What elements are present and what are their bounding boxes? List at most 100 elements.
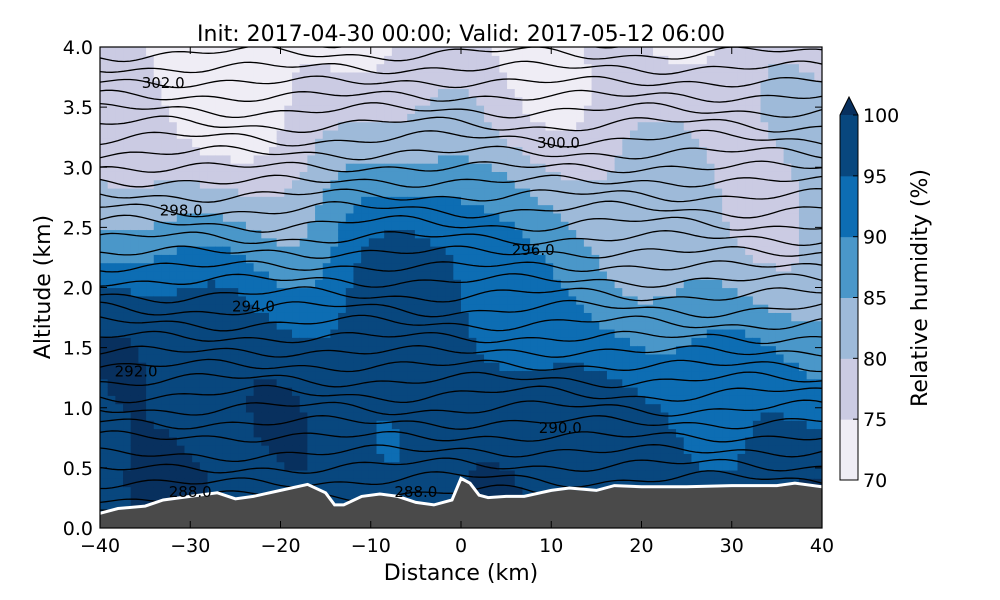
humidity-cell xyxy=(737,270,746,280)
humidity-cell xyxy=(361,362,370,372)
humidity-cell xyxy=(583,395,593,405)
humidity-cell xyxy=(307,171,316,181)
humidity-cell xyxy=(253,287,262,297)
humidity-cell xyxy=(222,362,232,372)
humidity-cell xyxy=(215,295,224,305)
humidity-cell xyxy=(222,453,232,463)
humidity-cell xyxy=(537,254,547,264)
humidity-cell xyxy=(399,478,408,488)
humidity-cell xyxy=(530,254,539,264)
humidity-cell xyxy=(576,403,585,413)
humidity-cell xyxy=(660,63,669,73)
humidity-cell xyxy=(468,420,477,430)
humidity-cell xyxy=(268,428,278,438)
humidity-cell xyxy=(138,295,147,305)
humidity-cell xyxy=(522,229,531,239)
humidity-cell xyxy=(614,196,623,206)
humidity-cell xyxy=(537,221,547,231)
humidity-cell xyxy=(537,279,547,289)
humidity-cell xyxy=(453,171,462,181)
humidity-cell xyxy=(215,270,224,280)
humidity-cell xyxy=(445,395,454,405)
humidity-cell xyxy=(537,55,547,65)
humidity-cell xyxy=(614,55,623,65)
humidity-cell xyxy=(560,146,570,156)
humidity-cell xyxy=(668,337,677,347)
humidity-cell xyxy=(146,237,155,247)
humidity-cell xyxy=(391,287,401,297)
humidity-cell xyxy=(199,370,209,380)
humidity-cell xyxy=(230,246,239,255)
humidity-cell xyxy=(245,353,255,363)
humidity-cell xyxy=(484,179,493,189)
humidity-cell xyxy=(153,461,163,471)
humidity-cell xyxy=(745,478,754,488)
humidity-cell xyxy=(461,353,470,363)
humidity-cell xyxy=(230,196,239,206)
humidity-cell xyxy=(430,187,439,197)
humidity-cell xyxy=(199,71,209,81)
humidity-cell xyxy=(545,469,554,479)
humidity-cell xyxy=(729,478,739,488)
humidity-cell xyxy=(491,436,500,446)
humidity-cell xyxy=(330,378,339,388)
humidity-cell xyxy=(645,370,654,380)
humidity-cell xyxy=(468,436,477,446)
humidity-cell xyxy=(376,436,385,446)
humidity-cell xyxy=(514,246,524,255)
humidity-cell xyxy=(545,179,554,189)
humidity-cell xyxy=(430,494,439,504)
humidity-cell xyxy=(292,353,301,363)
humidity-cell xyxy=(153,204,163,214)
humidity-cell xyxy=(192,453,201,463)
humidity-cell xyxy=(576,304,585,313)
humidity-cell xyxy=(599,378,608,388)
humidity-cell xyxy=(729,163,739,172)
humidity-cell xyxy=(507,337,516,347)
humidity-cell xyxy=(169,378,178,388)
humidity-cell xyxy=(399,370,408,380)
humidity-cell xyxy=(568,229,577,239)
humidity-cell xyxy=(453,395,462,405)
humidity-cell xyxy=(261,221,270,231)
humidity-cell xyxy=(430,221,439,231)
humidity-cell xyxy=(583,279,593,289)
humidity-cell xyxy=(691,55,700,65)
humidity-cell xyxy=(645,387,654,396)
humidity-cell xyxy=(230,63,239,73)
humidity-cell xyxy=(230,436,239,446)
humidity-cell xyxy=(545,279,554,289)
humidity-cell xyxy=(391,146,401,156)
humidity-cell xyxy=(115,212,124,222)
humidity-cell xyxy=(537,353,547,363)
humidity-cell xyxy=(376,387,385,396)
humidity-cell xyxy=(683,47,693,56)
humidity-cell xyxy=(614,353,623,363)
humidity-cell xyxy=(668,163,677,172)
humidity-cell xyxy=(153,196,163,206)
humidity-cell xyxy=(176,88,186,98)
humidity-cell xyxy=(307,304,316,313)
humidity-cell xyxy=(507,187,516,197)
humidity-cell xyxy=(107,486,116,496)
humidity-cell xyxy=(176,353,186,363)
humidity-cell xyxy=(184,105,193,114)
humidity-cell xyxy=(683,71,693,81)
humidity-cell xyxy=(322,469,332,479)
humidity-cell xyxy=(699,428,708,438)
humidity-cell xyxy=(376,453,385,463)
humidity-cell xyxy=(706,328,716,338)
humidity-cell xyxy=(345,105,355,114)
humidity-cell xyxy=(706,320,716,330)
humidity-cell xyxy=(261,387,270,396)
humidity-cell xyxy=(330,55,339,65)
humidity-cell xyxy=(338,129,347,139)
humidity-cell xyxy=(745,312,754,322)
humidity-cell xyxy=(461,337,470,347)
humidity-cell xyxy=(430,254,439,264)
humidity-cell xyxy=(683,312,693,322)
humidity-cell xyxy=(307,80,316,90)
humidity-cell xyxy=(537,96,547,106)
humidity-cell xyxy=(614,204,623,214)
humidity-cell xyxy=(330,287,339,297)
